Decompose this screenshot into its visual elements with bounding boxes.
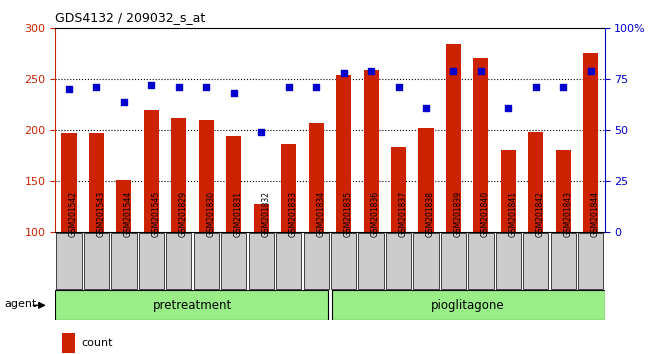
Text: count: count <box>81 338 112 348</box>
Text: GSM201837: GSM201837 <box>398 190 408 236</box>
Bar <box>221 233 246 289</box>
Point <box>256 129 266 135</box>
Bar <box>57 233 82 289</box>
Point <box>393 85 404 90</box>
Bar <box>556 150 571 232</box>
Text: GSM201835: GSM201835 <box>344 190 352 236</box>
Bar <box>419 128 434 232</box>
Text: GSM201542: GSM201542 <box>69 190 78 236</box>
Bar <box>363 70 378 232</box>
Point <box>503 105 514 110</box>
Text: GSM201840: GSM201840 <box>481 190 490 236</box>
Bar <box>496 233 521 289</box>
Text: GSM201834: GSM201834 <box>316 190 325 236</box>
Text: GSM201833: GSM201833 <box>289 190 298 236</box>
Text: GSM201842: GSM201842 <box>536 190 545 236</box>
Bar <box>226 136 241 232</box>
Text: GSM201543: GSM201543 <box>96 190 105 236</box>
Bar <box>276 233 302 289</box>
Point <box>421 105 431 110</box>
Bar <box>446 44 461 232</box>
Point <box>558 85 569 90</box>
Bar <box>199 120 214 232</box>
Text: GSM201838: GSM201838 <box>426 190 435 236</box>
Point <box>311 85 321 90</box>
Bar <box>336 75 351 232</box>
Text: GSM201843: GSM201843 <box>564 190 572 236</box>
Point <box>586 68 596 74</box>
Bar <box>248 233 274 289</box>
Bar <box>413 233 439 289</box>
Bar <box>304 233 329 289</box>
Text: GDS4132 / 209032_s_at: GDS4132 / 209032_s_at <box>55 11 205 24</box>
Point <box>283 85 294 90</box>
Text: GSM201544: GSM201544 <box>124 190 133 236</box>
Bar <box>166 233 192 289</box>
Point <box>91 85 101 90</box>
Bar <box>523 233 549 289</box>
Text: GSM201844: GSM201844 <box>591 190 600 236</box>
Point <box>201 85 211 90</box>
Bar <box>55 290 328 320</box>
Bar <box>468 233 493 289</box>
Bar <box>254 204 268 232</box>
Bar <box>111 233 136 289</box>
Bar <box>138 233 164 289</box>
Bar <box>89 133 104 232</box>
Text: GSM201839: GSM201839 <box>454 190 462 236</box>
Bar <box>332 290 604 320</box>
Point <box>339 70 349 76</box>
Point <box>229 91 239 96</box>
Bar <box>62 133 77 232</box>
Point <box>366 68 376 74</box>
Text: GSM201841: GSM201841 <box>508 190 517 236</box>
Point <box>64 87 74 92</box>
Bar <box>358 233 384 289</box>
Text: pioglitagone: pioglitagone <box>430 299 504 312</box>
Text: GSM201836: GSM201836 <box>371 190 380 236</box>
Bar <box>172 118 187 232</box>
Bar <box>116 180 131 232</box>
Text: GSM201831: GSM201831 <box>234 190 242 236</box>
Bar <box>281 144 296 232</box>
Text: GSM201830: GSM201830 <box>206 190 215 236</box>
Bar <box>331 233 356 289</box>
Bar <box>501 150 516 232</box>
Bar <box>583 53 598 232</box>
Point <box>174 85 184 90</box>
Bar <box>391 147 406 232</box>
Bar <box>528 132 543 232</box>
Bar <box>578 233 603 289</box>
Point <box>119 99 129 104</box>
Text: agent: agent <box>5 299 37 309</box>
Bar <box>144 110 159 232</box>
Point <box>476 68 486 74</box>
Text: GSM201829: GSM201829 <box>179 190 188 236</box>
Text: GSM201545: GSM201545 <box>151 190 161 236</box>
Bar <box>473 58 488 232</box>
Bar <box>309 123 324 232</box>
Bar <box>194 233 219 289</box>
Point <box>448 68 459 74</box>
Bar <box>62 333 75 353</box>
Text: GSM201832: GSM201832 <box>261 190 270 236</box>
Bar <box>84 233 109 289</box>
Text: pretreatment: pretreatment <box>153 299 232 312</box>
Point <box>146 82 157 88</box>
Point <box>530 85 541 90</box>
Bar <box>551 233 576 289</box>
Bar <box>386 233 411 289</box>
Bar <box>441 233 466 289</box>
